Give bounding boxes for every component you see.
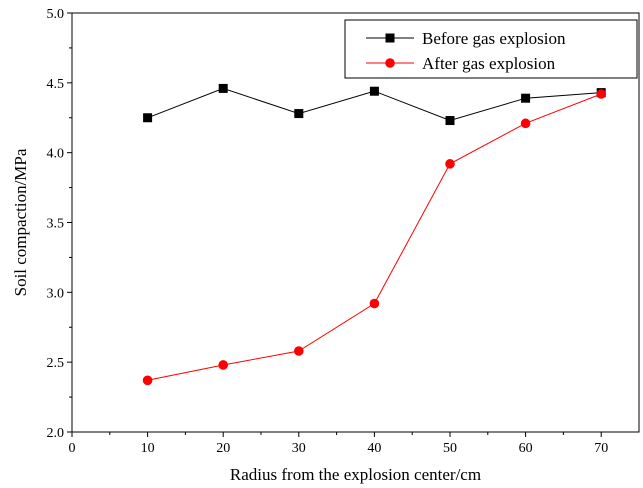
data-point-square <box>143 113 153 123</box>
x-tick-label: 20 <box>216 441 230 456</box>
x-tick-label: 60 <box>519 441 533 456</box>
legend-box <box>344 19 638 79</box>
x-tick-label: 40 <box>367 441 381 456</box>
legend-marker-circle <box>385 58 395 68</box>
y-tick-label: 3.5 <box>47 217 65 232</box>
data-point-circle <box>142 375 153 386</box>
y-tick-label: 2.0 <box>47 426 65 441</box>
x-axis-title: Radius from the explosion center/cm <box>230 465 481 484</box>
data-point-square <box>294 109 304 119</box>
legend: Before gas explosion After gas explosion <box>344 19 638 79</box>
legend-marker-square <box>385 33 395 43</box>
data-point-square <box>369 86 379 96</box>
y-tick-label: 2.5 <box>47 356 65 371</box>
tick-layer: 0 10 20 30 40 50 60 70 2.0 2.5 3.0 3.5 4.0 4.5 5.0 <box>47 7 609 456</box>
data-point-square <box>521 93 531 103</box>
y-axis-title: Soil compaction/MPa <box>11 148 30 296</box>
data-point-circle <box>294 346 304 356</box>
y-tick-label: 3.0 <box>47 286 65 301</box>
x-tick-label: 0 <box>69 441 76 456</box>
x-tick-label: 30 <box>292 441 306 456</box>
data-point-square <box>218 83 228 93</box>
data-point-circle <box>218 360 228 370</box>
x-tick-label: 10 <box>141 441 155 456</box>
series-line-1 <box>147 93 602 381</box>
series-layer <box>142 83 606 386</box>
data-point-circle <box>369 298 380 309</box>
y-tick-label: 5.0 <box>47 7 65 22</box>
data-point-circle <box>520 118 531 129</box>
x-tick-label: 50 <box>443 441 457 456</box>
x-tick-label: 70 <box>594 441 608 456</box>
data-point-circle <box>596 89 606 99</box>
y-tick-label: 4.0 <box>47 147 65 162</box>
legend-label-before: Before gas explosion <box>422 29 566 48</box>
data-point-circle <box>445 159 455 169</box>
y-tick-label: 4.5 <box>47 77 65 92</box>
legend-label-after: After gas explosion <box>422 54 556 73</box>
data-point-square <box>445 116 455 126</box>
